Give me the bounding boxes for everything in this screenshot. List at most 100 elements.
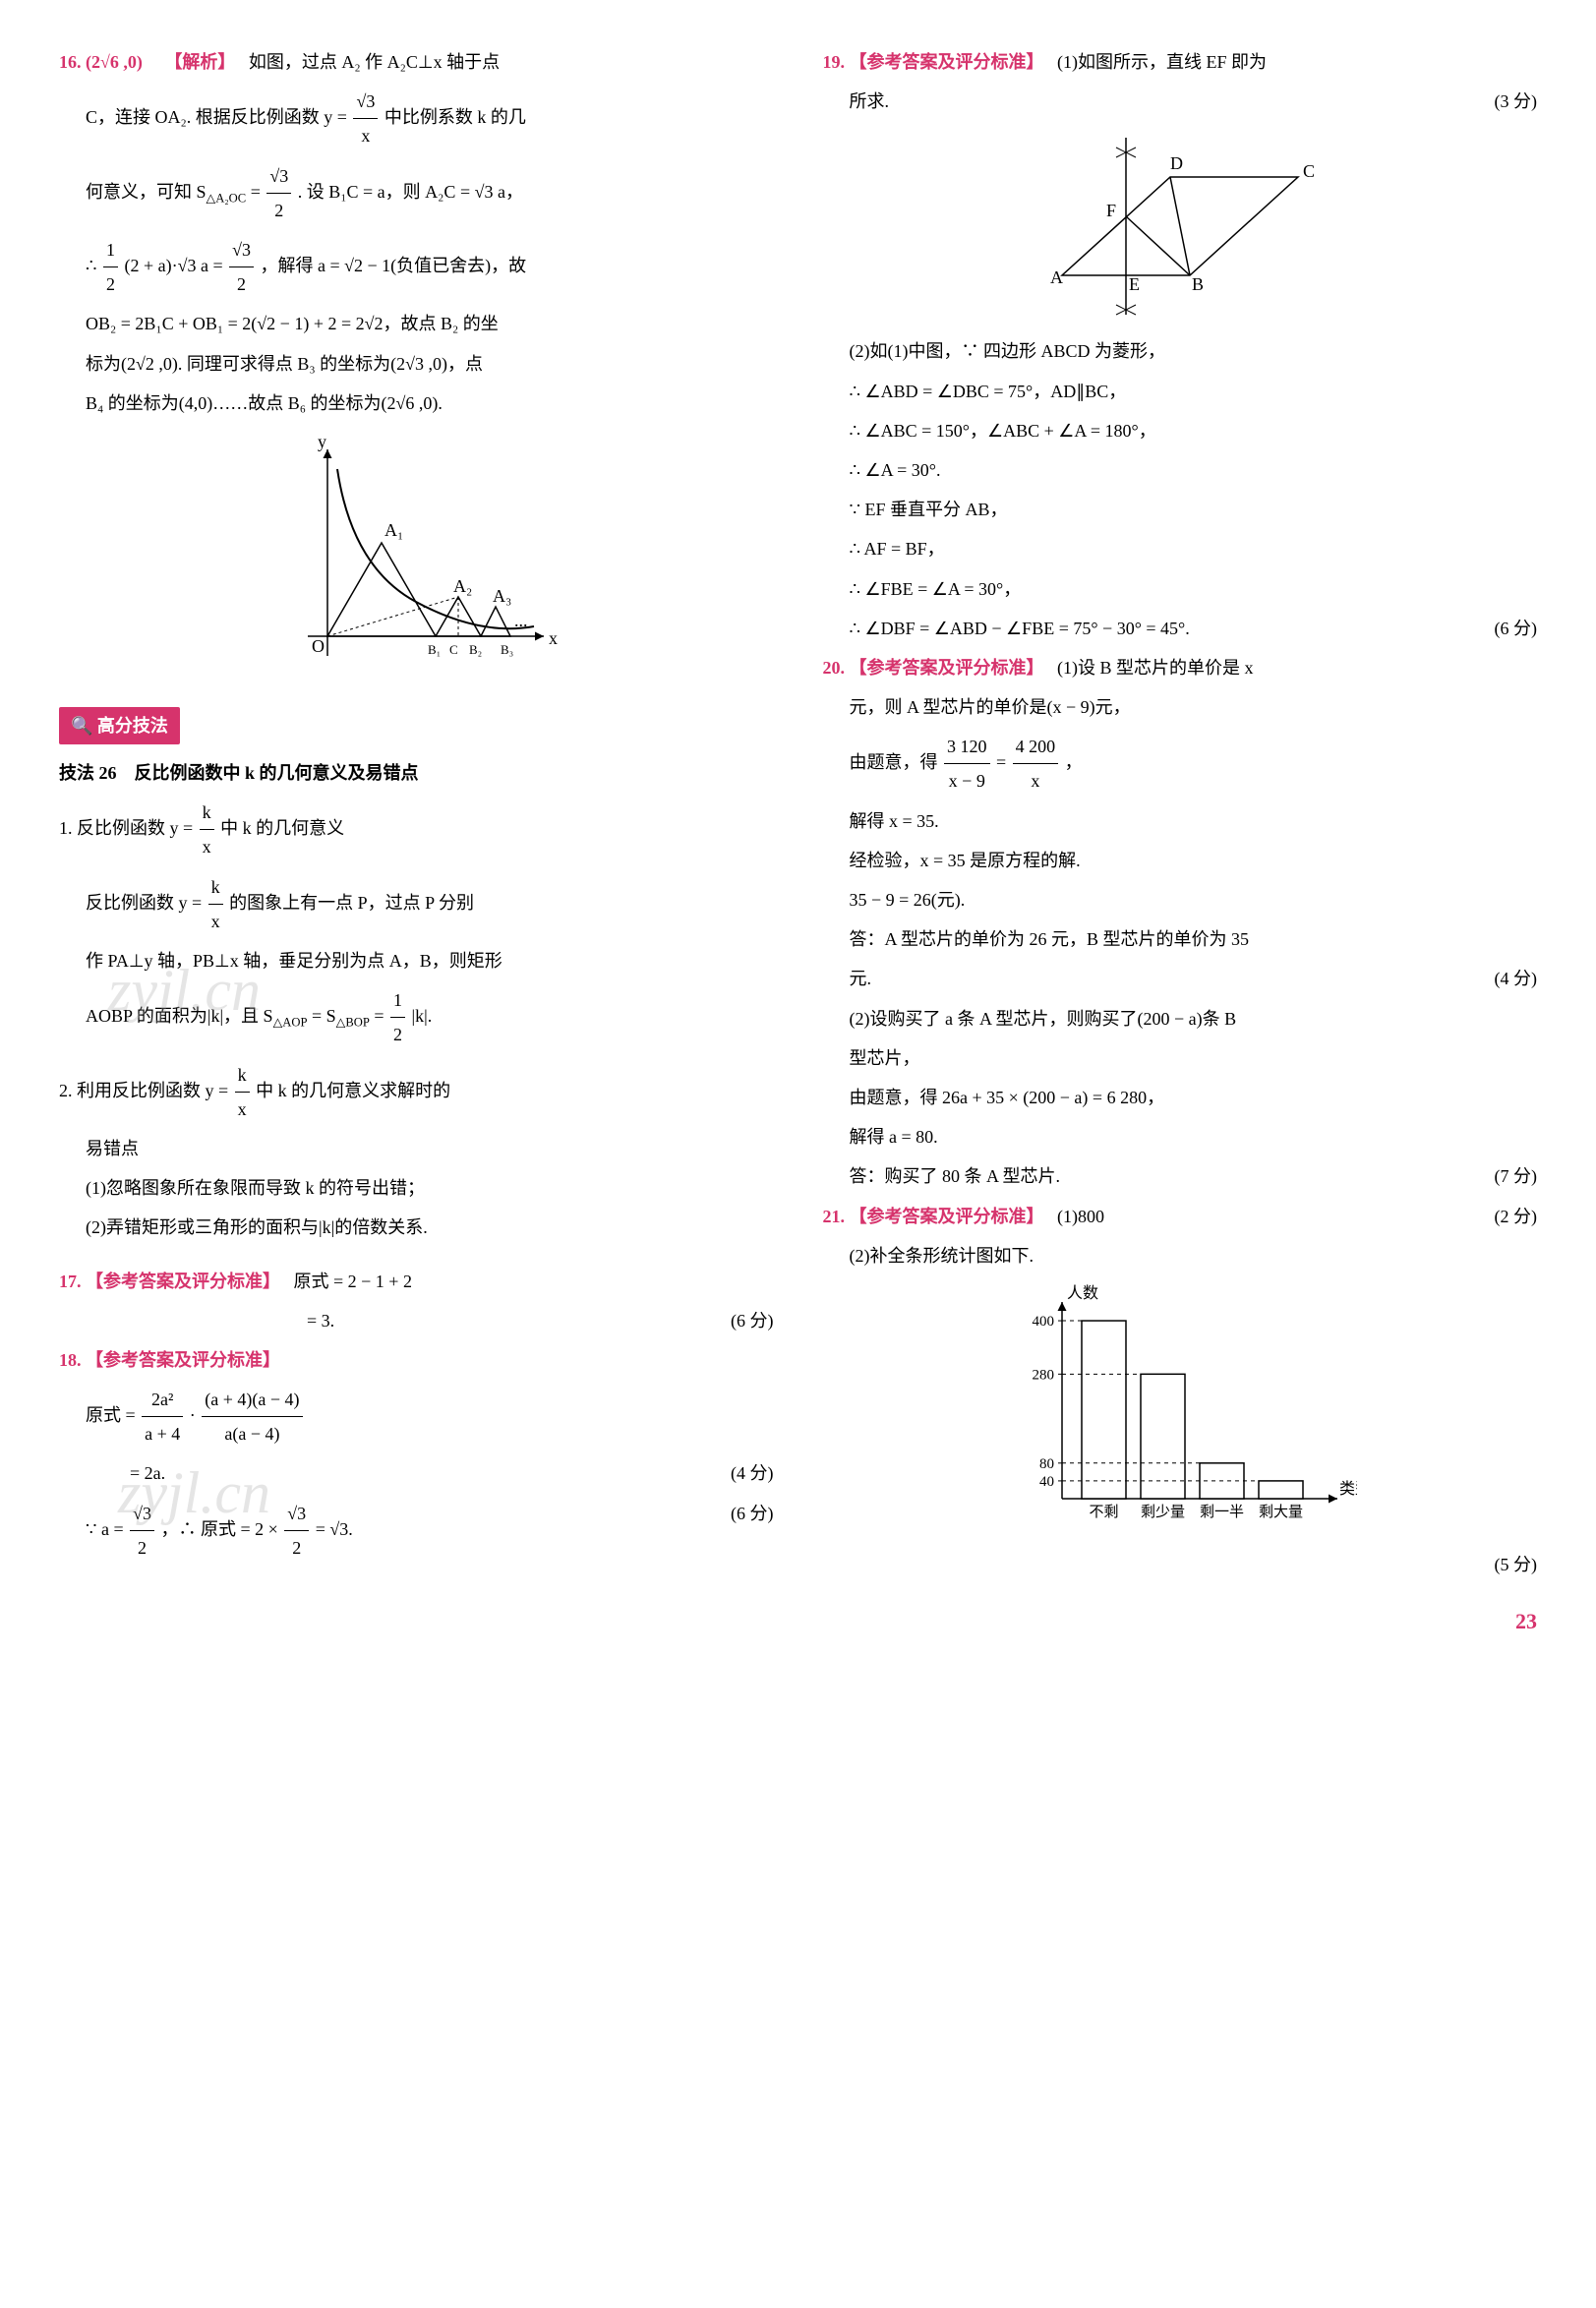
q18-l3c: = √3. <box>316 1518 353 1538</box>
q20-p13: 答：购买了 80 条 A 型芯片. <box>850 1166 1061 1186</box>
svg-text:40: 40 <box>1039 1474 1054 1490</box>
frac-sqrt3-2: √32 <box>266 159 291 227</box>
frac-num: 1 <box>103 233 118 267</box>
q17-tag: 【参考答案及评分标准】 <box>86 1272 271 1291</box>
q16-text1: 如图，过点 A₂ 作 A₂C⊥x 轴于点 <box>249 52 500 72</box>
frac-num: 3 120 <box>944 730 990 764</box>
q17-score: (6 分) <box>731 1304 774 1337</box>
frac-den: x <box>1013 764 1059 798</box>
q20-comma: ， <box>1065 752 1083 772</box>
frac-factor: (a + 4)(a − 4)a(a − 4) <box>202 1383 302 1450</box>
q19-p6: ∴ ∠A = 30°. <box>823 453 1538 487</box>
frac-den: a(a − 4) <box>202 1417 302 1450</box>
q19-p10: ∴ ∠DBF = ∠ABD − ∠FBE = 75° − 30° = 45°. <box>850 619 1190 638</box>
frac-num: 2a² <box>142 1383 183 1417</box>
q18-line2: = 2a. <box>130 1463 165 1483</box>
q20-score1: (4 分) <box>1495 962 1538 995</box>
y-axis-label: y <box>318 432 326 451</box>
point-b2: B₂ <box>469 642 482 657</box>
sub: △AOP <box>273 1016 308 1030</box>
q18-number: 18. <box>59 1350 82 1370</box>
tip5-a: 2. 利用反比例函数 y = <box>59 1080 233 1099</box>
q20-eq: = <box>996 752 1011 772</box>
q20-p9: (2)设购买了 a 条 A 型芯片，则购买了(200 − a)条 B <box>823 1002 1538 1036</box>
q19-tag: 【参考答案及评分标准】 <box>850 52 1035 72</box>
q16-answer: (2√6 ,0) <box>86 52 143 72</box>
q21-header: 21. 【参考答案及评分标准】 (1)800 (2 分) <box>823 1200 1538 1233</box>
point-a2: A₂ <box>453 576 472 596</box>
q19-p10-row: ∴ ∠DBF = ∠ABD − ∠FBE = 75° − 30° = 45°. … <box>823 612 1538 645</box>
frac-num: k <box>200 796 214 830</box>
q21-bar-chart: 人数类型4080280400不剩剩少量剩一半剩大量 <box>1003 1282 1357 1538</box>
q20-p8: 元. <box>850 969 872 988</box>
q19-p5: ∴ ∠ABC = 150°，∠ABC + ∠A = 180°， <box>823 414 1538 447</box>
left-column: 16. (2√6 ,0) 【解析】 如图，过点 A₂ 作 A₂C⊥x 轴于点 C… <box>59 39 774 1581</box>
q17-number: 17. <box>59 1272 82 1291</box>
right-column: 19. 【参考答案及评分标准】 (1)如图所示，直线 EF 即为 所求. (3 … <box>823 39 1538 1581</box>
frac-3120: 3 120x − 9 <box>944 730 990 798</box>
q16-text2b: 中比例系数 k 的几 <box>384 107 526 127</box>
svg-text:不剩: 不剩 <box>1089 1504 1118 1520</box>
svg-text:280: 280 <box>1032 1367 1054 1383</box>
q19-score1: (3 分) <box>1495 85 1538 118</box>
q18-l3a: ∵ a = <box>86 1518 128 1538</box>
q16-line5: OB₂ = 2B₁C + OB₁ = 2(√2 − 1) + 2 = 2√2，故… <box>59 307 774 340</box>
tip1-text-b: 中 k 的几何意义 <box>220 818 344 838</box>
q17-line1: 原式 = 2 − 1 + 2 <box>294 1272 412 1291</box>
frac-k-x: kx <box>200 796 214 863</box>
frac-den: x − 9 <box>944 764 990 798</box>
frac-num: √3 <box>353 85 378 119</box>
q20-number: 20. <box>823 658 846 678</box>
label-f: F <box>1106 201 1116 220</box>
q20-tag: 【参考答案及评分标准】 <box>850 658 1035 678</box>
q16-line1: 16. (2√6 ,0) 【解析】 如图，过点 A₂ 作 A₂C⊥x 轴于点 <box>59 45 774 79</box>
q19-header: 19. 【参考答案及评分标准】 (1)如图所示，直线 EF 即为 <box>823 45 1538 79</box>
frac-num: (a + 4)(a − 4) <box>202 1383 302 1417</box>
q20-p13-row: 答：购买了 80 条 A 型芯片. (7 分) <box>823 1159 1538 1193</box>
tip2-text-a: 反比例函数 y = <box>86 892 207 912</box>
frac-sqrt3-2d: √32 <box>284 1497 309 1565</box>
q19-p3: (2)如(1)中图，∵ 四边形 ABCD 为菱形， <box>823 334 1538 368</box>
point-a1: A₁ <box>384 520 403 540</box>
tip4-a: AOBP 的面积为|k|，且 S <box>86 1006 273 1026</box>
frac-den: x <box>208 905 223 938</box>
tip4-d: |k|. <box>411 1006 432 1026</box>
frac-den: a + 4 <box>142 1417 183 1450</box>
q19-line2: 所求. (3 分) <box>823 85 1538 118</box>
q20-p1: (1)设 B 型芯片的单价是 x <box>1057 658 1254 678</box>
tip4-b: = S <box>312 1006 336 1026</box>
q16-line2: C，连接 OA₂. 根据反比例函数 y = √3x 中比例系数 k 的几 <box>59 85 774 152</box>
q18-score1: (4 分) <box>731 1456 774 1490</box>
svg-text:剩一半: 剩一半 <box>1200 1504 1244 1520</box>
point-c: C <box>449 642 458 657</box>
q16-line7: B₄ 的坐标为(4,0)……故点 B₆ 的坐标为(2√6 ,0). <box>59 386 774 420</box>
q19-p7: ∵ EF 垂直平分 AB， <box>823 493 1538 526</box>
q21-p1: (1)800 <box>1057 1207 1104 1226</box>
frac-den: x <box>353 119 378 152</box>
frac-den: 2 <box>284 1531 309 1565</box>
svg-text:剩少量: 剩少量 <box>1141 1504 1185 1520</box>
q18-line3: ∵ a = √32 ，∴ 原式 = 2 × √32 = √3. (6 分) <box>59 1497 774 1565</box>
q20-p3a: 由题意，得 <box>850 752 938 772</box>
q21-number: 21. <box>823 1207 846 1226</box>
dots: ... <box>514 611 528 630</box>
q20-p12: 解得 a = 80. <box>823 1120 1538 1154</box>
point-b1: B₁ <box>428 642 441 657</box>
frac-num: 1 <box>390 983 405 1018</box>
frac-den: 2 <box>229 267 254 301</box>
tip-6: 易错点 <box>59 1132 774 1165</box>
q16-text3a: 何意义，可知 S <box>86 181 207 201</box>
frac-num: √3 <box>266 159 291 194</box>
q16-number: 16. <box>59 52 82 72</box>
q18-tag: 【参考答案及评分标准】 <box>86 1350 280 1370</box>
frac-den: x <box>200 830 214 863</box>
q16-tag: 【解析】 <box>164 52 226 72</box>
tip-box-label: 🔍 高分技法 <box>59 707 180 744</box>
frac-2a2: 2a²a + 4 <box>142 1383 183 1450</box>
frac-4200: 4 200x <box>1013 730 1059 798</box>
q19-number: 19. <box>823 52 846 72</box>
frac-half: 12 <box>103 233 118 301</box>
svg-text:剩大量: 剩大量 <box>1259 1504 1303 1520</box>
q20-score2: (7 分) <box>1495 1159 1538 1193</box>
label-c: C <box>1303 161 1315 181</box>
